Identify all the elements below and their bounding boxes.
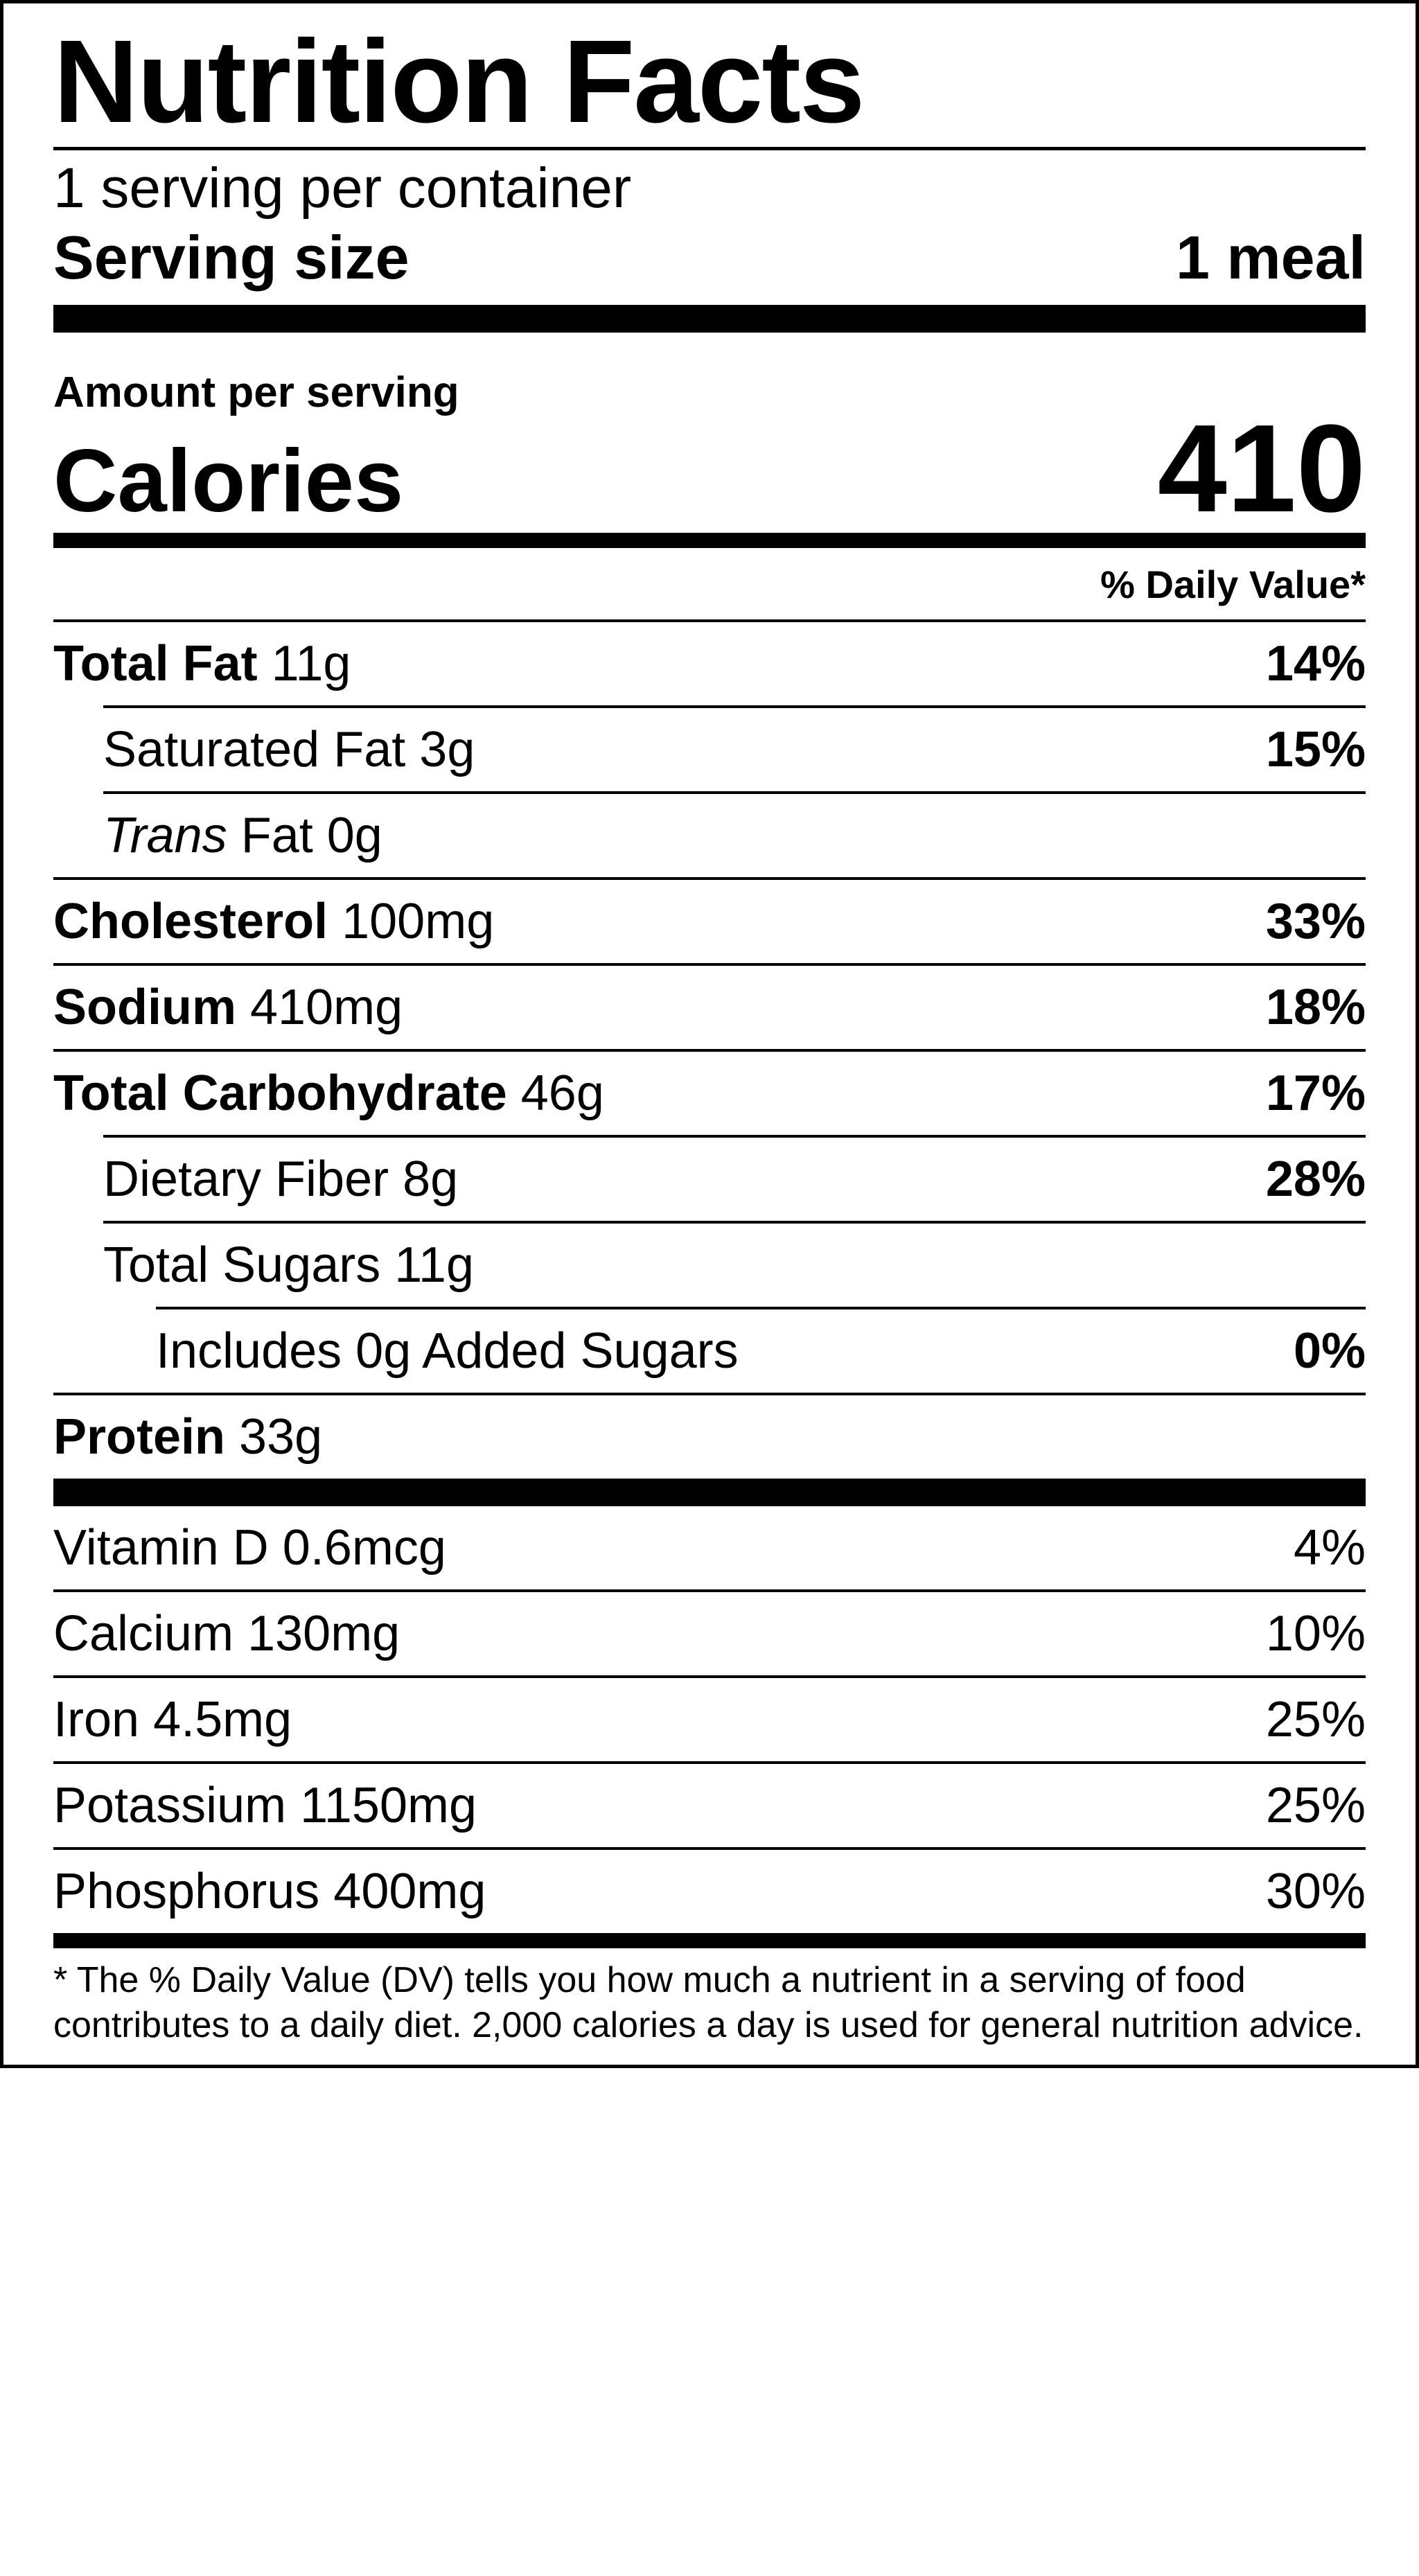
calcium-name: Calcium xyxy=(53,1606,233,1661)
total-sugars-amount-val: 11g xyxy=(394,1237,474,1293)
rule-thick-1 xyxy=(53,305,1366,333)
row-added-sugars: Includes 0g Added Sugars 0% xyxy=(156,1307,1366,1393)
total-carb-amount-val: 46g xyxy=(521,1066,604,1121)
sodium-dv: 18% xyxy=(1266,982,1366,1032)
serving-size-value: 1 meal xyxy=(1176,222,1366,292)
row-cholesterol: Cholesterol 100mg 33% xyxy=(53,877,1366,963)
calories-row: Calories 410 xyxy=(53,414,1366,533)
potassium-amount-val: 1150mg xyxy=(300,1778,477,1833)
cholesterol-dv: 33% xyxy=(1266,897,1366,946)
row-total-sugars: Total Sugars 11g xyxy=(103,1221,1366,1307)
saturated-fat-dv: 15% xyxy=(1266,725,1366,775)
row-total-fat: Total Fat 11g 14% xyxy=(53,619,1366,705)
calories-label: Calories xyxy=(53,439,403,524)
total-carb-name: Total Carbohydrate xyxy=(53,1066,507,1121)
protein-amount-val: 33g xyxy=(239,1409,322,1465)
dv-header: % Daily Value* xyxy=(53,548,1366,619)
dietary-fiber-dv: 28% xyxy=(1266,1154,1366,1204)
trans-fat-prefix: Trans xyxy=(103,808,227,863)
saturated-fat-name: Saturated Fat xyxy=(103,722,405,777)
dietary-fiber-name: Dietary Fiber xyxy=(103,1152,389,1207)
calories-value: 410 xyxy=(1158,414,1366,524)
row-potassium: Potassium 1150mg 25% xyxy=(53,1761,1366,1847)
row-sodium: Sodium 410mg 18% xyxy=(53,963,1366,1049)
sodium-amount-val: 410mg xyxy=(250,980,403,1035)
serving-size-label: Serving size xyxy=(53,222,409,292)
vitamin-d-dv: 4% xyxy=(1294,1523,1366,1573)
total-carb-dv: 17% xyxy=(1266,1068,1366,1118)
added-sugars-dv: 0% xyxy=(1294,1326,1366,1376)
total-sugars-name: Total Sugars xyxy=(103,1237,380,1293)
total-fat-dv: 14% xyxy=(1266,639,1366,689)
row-dietary-fiber: Dietary Fiber 8g 28% xyxy=(103,1135,1366,1221)
total-fat-name: Total Fat xyxy=(53,636,258,691)
trans-fat-suffix: Fat xyxy=(227,808,313,863)
vitamin-d-name: Vitamin D xyxy=(53,1520,269,1576)
saturated-fat-amount-val: 3g xyxy=(419,722,475,777)
calcium-dv: 10% xyxy=(1266,1609,1366,1659)
row-phosphorus: Phosphorus 400mg 30% xyxy=(53,1847,1366,1933)
row-iron: Iron 4.5mg 25% xyxy=(53,1675,1366,1761)
total-fat-amount-val: 11g xyxy=(272,636,351,691)
trans-fat-amount-val: 0g xyxy=(327,808,382,863)
servings-per-container: 1 serving per container xyxy=(53,150,1366,222)
protein-name: Protein xyxy=(53,1409,225,1465)
iron-dv: 25% xyxy=(1266,1695,1366,1745)
row-calcium: Calcium 130mg 10% xyxy=(53,1589,1366,1675)
title: Nutrition Facts xyxy=(53,20,1366,150)
row-protein: Protein 33g xyxy=(53,1393,1366,1479)
potassium-name: Potassium xyxy=(53,1778,286,1833)
cholesterol-name: Cholesterol xyxy=(53,894,328,949)
iron-amount-val: 4.5mg xyxy=(153,1692,292,1747)
nutrition-facts-label: Nutrition Facts 1 serving per container … xyxy=(0,0,1419,2068)
vitamin-d-amount-val: 0.6mcg xyxy=(283,1520,446,1576)
added-sugars-name: Includes 0g Added Sugars xyxy=(156,1323,739,1379)
serving-size-row: Serving size 1 meal xyxy=(53,222,1366,305)
sodium-name: Sodium xyxy=(53,980,236,1035)
iron-name: Iron xyxy=(53,1692,139,1747)
dietary-fiber-amount-val: 8g xyxy=(403,1152,458,1207)
calcium-amount-val: 130mg xyxy=(247,1606,400,1661)
cholesterol-amount-val: 100mg xyxy=(342,894,494,949)
phosphorus-dv: 30% xyxy=(1266,1867,1366,1916)
row-saturated-fat: Saturated Fat 3g 15% xyxy=(103,705,1366,791)
row-total-carb: Total Carbohydrate 46g 17% xyxy=(53,1049,1366,1135)
rule-med-2 xyxy=(53,1933,1366,1948)
row-vitamin-d: Vitamin D 0.6mcg 4% xyxy=(53,1506,1366,1589)
potassium-dv: 25% xyxy=(1266,1781,1366,1830)
footnote: * The % Daily Value (DV) tells you how m… xyxy=(53,1948,1366,2048)
phosphorus-name: Phosphorus xyxy=(53,1864,319,1919)
phosphorus-amount-val: 400mg xyxy=(333,1864,486,1919)
rule-thick-2 xyxy=(53,1479,1366,1506)
row-trans-fat: Trans Fat 0g xyxy=(103,791,1366,877)
